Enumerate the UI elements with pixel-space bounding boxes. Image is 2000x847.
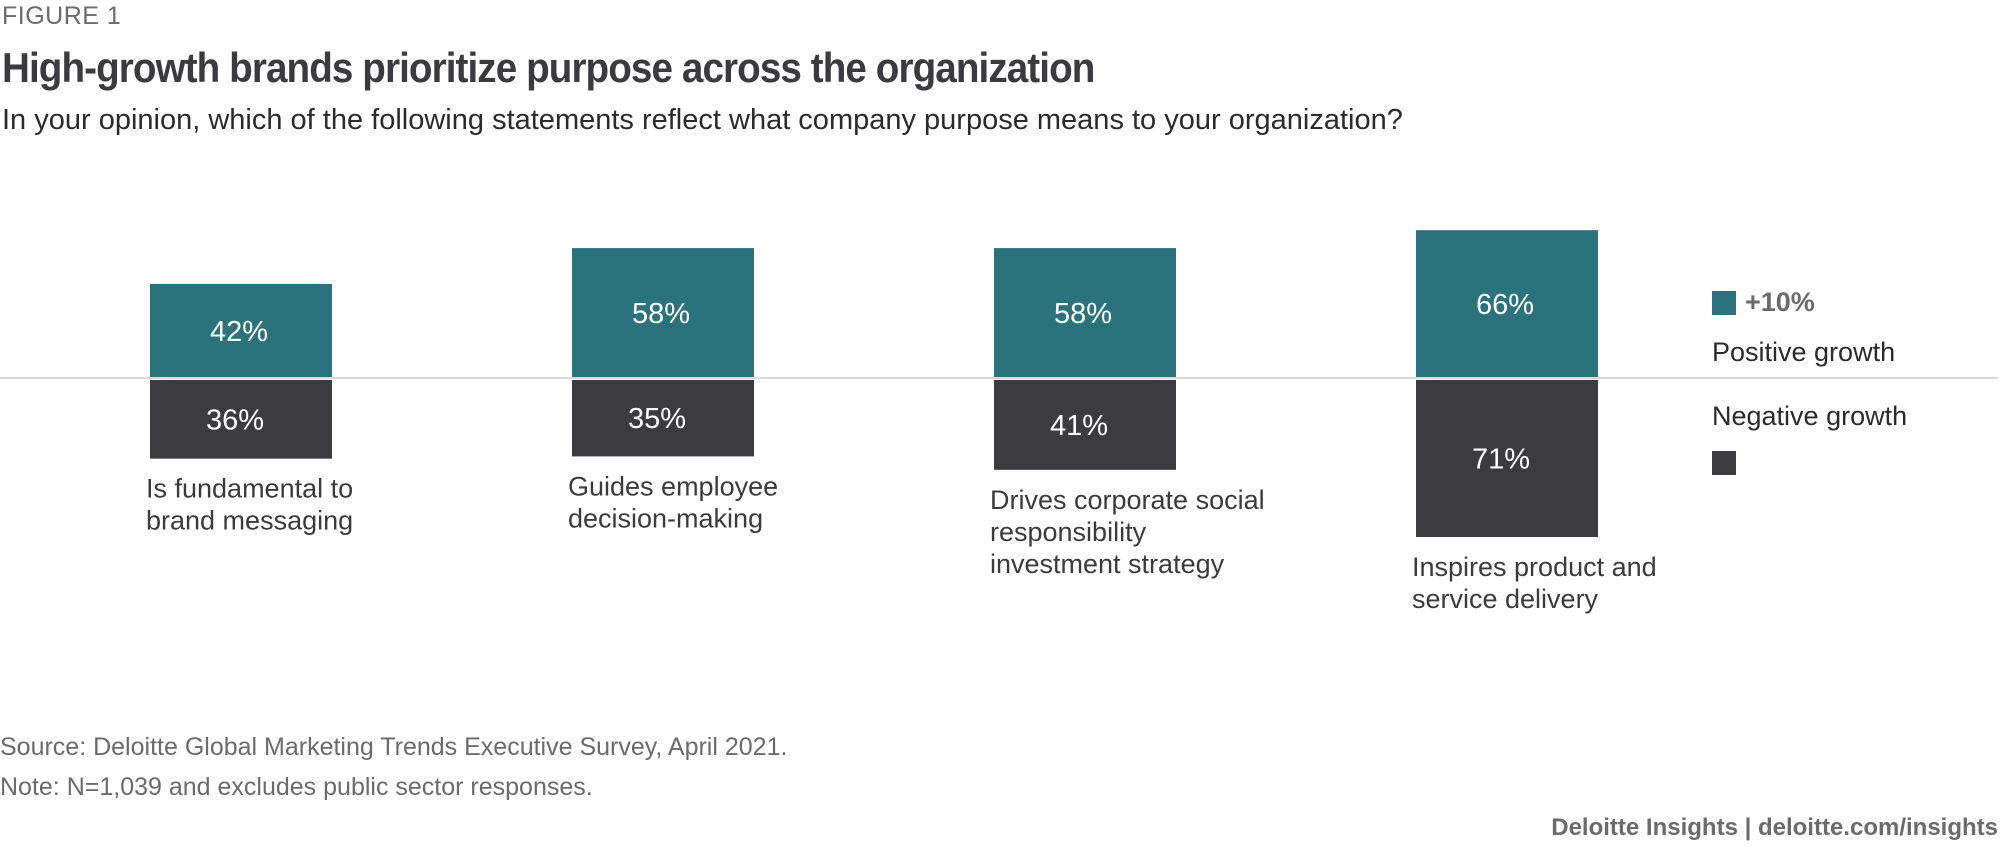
positive-value-label-4: 66% <box>1476 289 1534 321</box>
sample-note: Note: N=1,039 and excludes public sector… <box>0 773 593 801</box>
negative-bar-2 <box>572 380 754 457</box>
legend-negative-swatch <box>1712 451 1736 475</box>
positive-bar-4 <box>1416 230 1598 378</box>
positive-bar-3 <box>994 248 1176 378</box>
negative-value-label-3: 41% <box>1050 410 1108 442</box>
chart-subtitle: In your opinion, which of the following … <box>2 104 1403 136</box>
chart-title: High-growth brands prioritize purpose ac… <box>2 44 1095 91</box>
category-label-1: Is fundamental to brand messaging <box>146 474 353 536</box>
legend-negative-label: Negative growth <box>1712 401 1908 431</box>
negative-value-label-1: 36% <box>206 404 264 436</box>
positive-bar-2 <box>572 248 754 378</box>
source-note: Source: Deloitte Global Marketing Trends… <box>0 733 788 761</box>
credit-line: Deloitte Insights | deloitte.com/insight… <box>1551 814 1998 841</box>
negative-bar-3 <box>994 380 1176 470</box>
positive-bar-1 <box>150 283 332 378</box>
negative-bar-4 <box>1416 380 1598 538</box>
category-label-2: Guides employee decision-making <box>568 471 778 533</box>
positive-value-label-1: 42% <box>210 316 268 348</box>
positive-value-label-2: 58% <box>632 298 690 330</box>
negative-value-label-4: 71% <box>1472 444 1530 476</box>
positive-value-label-3: 58% <box>1054 298 1112 330</box>
legend-positive-label: Positive growth <box>1712 337 1896 367</box>
negative-value-label-2: 35% <box>628 403 686 435</box>
negative-bar-1 <box>150 380 332 459</box>
category-label-4: Inspires product and service delivery <box>1412 552 1657 614</box>
category-label-3: Drives corporate social responsibility inv… <box>990 485 1265 579</box>
legend-positive-swatch <box>1712 291 1736 315</box>
legend-positive-marker: +10% <box>1745 287 1815 317</box>
figure-label: FIGURE 1 <box>2 2 122 30</box>
